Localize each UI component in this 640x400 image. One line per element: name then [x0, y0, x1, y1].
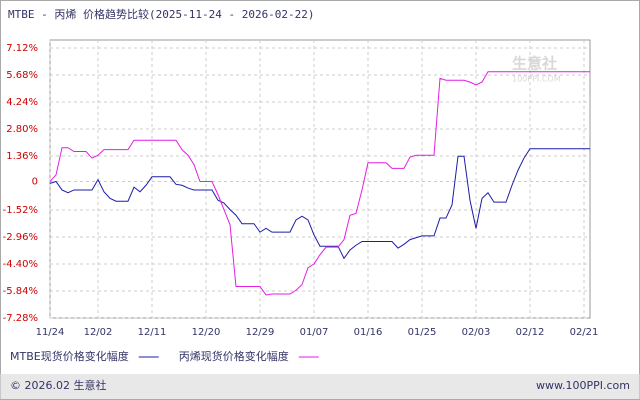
y-tick-label: -1.52% [3, 205, 38, 216]
x-tick-label: 01/07 [300, 327, 329, 338]
x-tick-label: 12/02 [84, 327, 113, 338]
x-tick-label: 11/24 [36, 327, 65, 338]
watermark-sub: 100PPI.COM [512, 75, 561, 84]
x-tick-label: 02/03 [462, 327, 491, 338]
footer-right: www.100PPI.com [536, 379, 630, 392]
x-tick-label: 12/11 [138, 327, 167, 338]
x-tick-label: 12/29 [246, 327, 275, 338]
x-tick-label: 12/20 [192, 327, 221, 338]
series-line [49, 71, 590, 296]
y-tick-label: -4.40% [3, 259, 38, 270]
y-tick-label: -7.28% [3, 313, 38, 324]
y-tick-label: -2.96% [3, 232, 38, 243]
y-tick-label: 7.12% [6, 43, 38, 54]
series-line [49, 148, 590, 260]
footer-band [0, 374, 640, 399]
x-tick-label: 02/12 [516, 327, 545, 338]
x-tick-label: 01/16 [354, 327, 383, 338]
y-tick-label: 4.24% [6, 97, 38, 108]
y-tick-label: 1.36% [6, 151, 38, 162]
legend-label: 丙烯现货价格变化幅度 [179, 349, 289, 363]
y-tick-label: 5.68% [6, 70, 38, 81]
chart-title: MTBE - 丙烯 价格趋势比较(2025-11-24 - 2026-02-22… [8, 7, 315, 21]
legend-label: MTBE现货价格变化幅度 [10, 349, 129, 363]
y-tick-label: 0 [32, 177, 38, 188]
x-tick-label: 01/25 [408, 327, 437, 338]
x-tick-label: 02/21 [570, 327, 599, 338]
y-tick-label: -5.84% [3, 286, 38, 297]
y-tick-label: 2.80% [6, 124, 38, 135]
watermark: 生意社 [512, 55, 557, 73]
footer-left: © 2026.02 生意社 [10, 378, 106, 392]
